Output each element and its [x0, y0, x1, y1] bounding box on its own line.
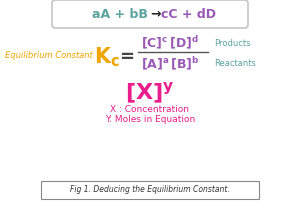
- Text: $\mathbf{[A]^a\,[B]^b}$: $\mathbf{[A]^a\,[B]^b}$: [141, 56, 199, 72]
- Text: cC + dD: cC + dD: [161, 7, 216, 20]
- Text: Y: Moles in Equation: Y: Moles in Equation: [105, 115, 195, 124]
- Text: $\mathbf{[C]^c\,[D]^d}$: $\mathbf{[C]^c\,[D]^d}$: [141, 35, 199, 52]
- Text: X : Concentration: X : Concentration: [110, 105, 190, 114]
- Text: →: →: [150, 7, 160, 20]
- Text: Equilibrium Constant: Equilibrium Constant: [5, 50, 93, 59]
- FancyBboxPatch shape: [41, 181, 259, 199]
- Text: aA + bB: aA + bB: [92, 7, 148, 20]
- Text: Fig 1. Deducing the Equilibrium Constant.: Fig 1. Deducing the Equilibrium Constant…: [70, 186, 230, 194]
- Text: Reactants: Reactants: [214, 59, 256, 69]
- Text: $\mathbf{K_c}$: $\mathbf{K_c}$: [94, 45, 120, 69]
- Text: $\mathbf{[X]^y}$: $\mathbf{[X]^y}$: [125, 80, 175, 106]
- FancyBboxPatch shape: [52, 0, 248, 28]
- Text: Products: Products: [214, 39, 250, 47]
- Text: =: =: [119, 48, 134, 66]
